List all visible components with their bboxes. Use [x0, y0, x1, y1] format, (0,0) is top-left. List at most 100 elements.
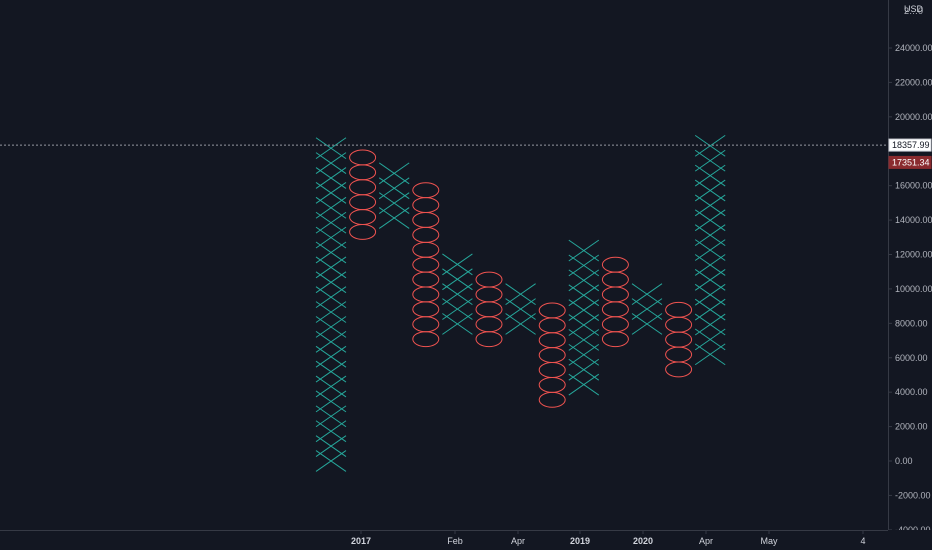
x-mark	[315, 345, 347, 368]
o-mark	[412, 271, 440, 288]
x-mark	[315, 137, 347, 160]
last-price-badge-text: 17351.34	[892, 157, 930, 167]
time-tick-label: Apr	[511, 536, 525, 546]
time-tick-label: Feb	[447, 536, 463, 546]
x-mark	[378, 177, 410, 200]
o-mark	[601, 316, 629, 333]
x-mark	[315, 286, 347, 309]
o-mark	[665, 361, 693, 378]
price-tick-label: 22000.00	[895, 77, 932, 87]
time-tick-label: 2019	[570, 536, 590, 546]
o-mark	[601, 271, 629, 288]
x-mark	[568, 269, 600, 292]
x-mark	[442, 268, 473, 291]
x-mark	[315, 316, 347, 338]
o-mark	[538, 332, 566, 349]
x-mark	[315, 211, 347, 234]
x-mark	[315, 405, 347, 428]
o-mark	[349, 149, 377, 166]
x-column	[378, 162, 410, 229]
x-mark	[694, 268, 726, 291]
last-price-badge: 17351.34	[888, 155, 932, 169]
price-tick-label: 8000.00	[895, 318, 928, 328]
x-mark	[568, 299, 600, 321]
x-mark	[694, 343, 726, 366]
x-mark	[631, 298, 663, 320]
plot-area[interactable]	[315, 134, 726, 472]
x-mark	[315, 435, 347, 457]
x-mark	[315, 301, 347, 323]
x-mark	[315, 420, 347, 443]
x-mark	[631, 313, 663, 335]
time-tick-label: 2017	[351, 536, 371, 546]
o-mark	[475, 271, 503, 288]
x-mark	[694, 328, 726, 351]
o-column	[412, 182, 440, 348]
x-mark	[694, 283, 726, 306]
o-mark	[538, 302, 566, 319]
o-mark	[412, 331, 440, 348]
crosshair-price-badge: 18357.99	[888, 138, 932, 152]
o-mark	[475, 301, 503, 318]
price-tick-label: 24000.00	[895, 43, 932, 53]
o-mark	[538, 376, 566, 393]
time-tick-label: May	[760, 536, 778, 546]
x-mark	[694, 209, 726, 232]
x-mark	[315, 330, 347, 353]
time-axis[interactable]: 2017 Feb Apr 2019 2020 Apr May 4	[0, 530, 932, 550]
x-mark	[378, 207, 410, 229]
o-mark	[349, 194, 377, 211]
top-partial-tick: 2…0	[904, 6, 923, 16]
x-mark	[442, 298, 473, 320]
x-mark	[378, 162, 410, 185]
x-column	[568, 239, 600, 396]
x-mark	[505, 283, 536, 306]
o-mark	[475, 316, 503, 333]
x-mark	[442, 313, 473, 335]
x-mark	[631, 283, 663, 306]
x-mark	[442, 253, 473, 276]
x-mark	[315, 256, 347, 279]
o-mark	[601, 286, 629, 303]
price-axis[interactable]: 2…0 USD 24000.00 22000.00 20000.00 16000.00…	[888, 0, 932, 550]
o-mark	[601, 331, 629, 348]
price-tick-label: 6000.00	[895, 353, 928, 363]
price-tick-label: 16000.00	[895, 181, 932, 191]
x-mark	[315, 241, 347, 264]
o-mark	[349, 223, 377, 240]
time-tick-label: Apr	[699, 536, 713, 546]
o-mark	[412, 226, 440, 243]
time-tick-label: 2020	[633, 536, 653, 546]
price-tick-label: 0.00	[895, 456, 913, 466]
o-mark	[665, 331, 693, 348]
o-mark	[349, 209, 377, 225]
x-mark	[568, 254, 600, 277]
x-mark	[315, 360, 347, 383]
price-tick-label: 12000.00	[895, 250, 932, 260]
price-tick-label: -2000.00	[895, 490, 931, 500]
x-mark	[568, 373, 600, 396]
price-tick-label: 14000.00	[895, 215, 932, 225]
time-axis-bg	[0, 530, 932, 550]
o-mark	[665, 346, 693, 363]
x-mark	[694, 313, 726, 336]
x-mark	[568, 314, 600, 336]
crosshair-price-badge-text: 18357.99	[892, 140, 930, 150]
o-mark	[538, 317, 566, 334]
o-column	[475, 271, 503, 348]
x-mark	[315, 375, 347, 398]
currency-label: USD	[904, 4, 924, 14]
o-mark	[412, 286, 440, 303]
o-mark	[475, 286, 503, 303]
x-mark	[694, 298, 726, 321]
o-mark	[412, 256, 440, 273]
x-mark	[568, 343, 600, 366]
x-column	[694, 134, 726, 366]
o-mark	[538, 391, 566, 408]
x-mark	[315, 152, 347, 174]
o-mark	[349, 164, 377, 181]
x-column	[315, 137, 347, 472]
x-mark	[694, 224, 726, 247]
